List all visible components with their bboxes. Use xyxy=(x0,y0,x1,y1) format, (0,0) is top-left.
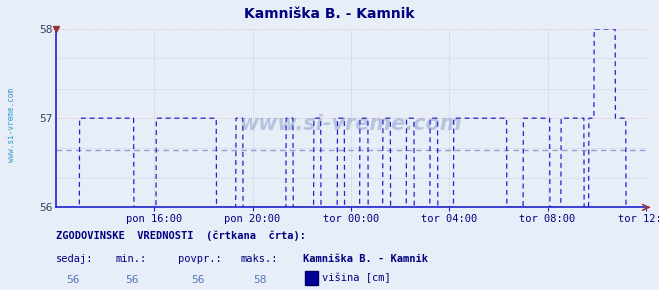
Text: www.si-vreme.com: www.si-vreme.com xyxy=(240,113,462,133)
Text: maks.:: maks.: xyxy=(241,254,278,264)
Text: min.:: min.: xyxy=(115,254,146,264)
Text: višina [cm]: višina [cm] xyxy=(322,272,390,283)
Text: sedaj:: sedaj: xyxy=(56,254,94,264)
Text: 56: 56 xyxy=(191,275,204,285)
Text: 56: 56 xyxy=(125,275,138,285)
Text: povpr.:: povpr.: xyxy=(178,254,221,264)
Text: www.si-vreme.com: www.si-vreme.com xyxy=(7,88,16,162)
Text: 58: 58 xyxy=(254,275,267,285)
Text: 56: 56 xyxy=(66,275,79,285)
Text: Kamniška B. - Kamnik: Kamniška B. - Kamnik xyxy=(244,7,415,21)
Text: ZGODOVINSKE  VREDNOSTI  (črtkana  črta):: ZGODOVINSKE VREDNOSTI (črtkana črta): xyxy=(56,231,306,241)
Text: Kamniška B. - Kamnik: Kamniška B. - Kamnik xyxy=(303,254,428,264)
